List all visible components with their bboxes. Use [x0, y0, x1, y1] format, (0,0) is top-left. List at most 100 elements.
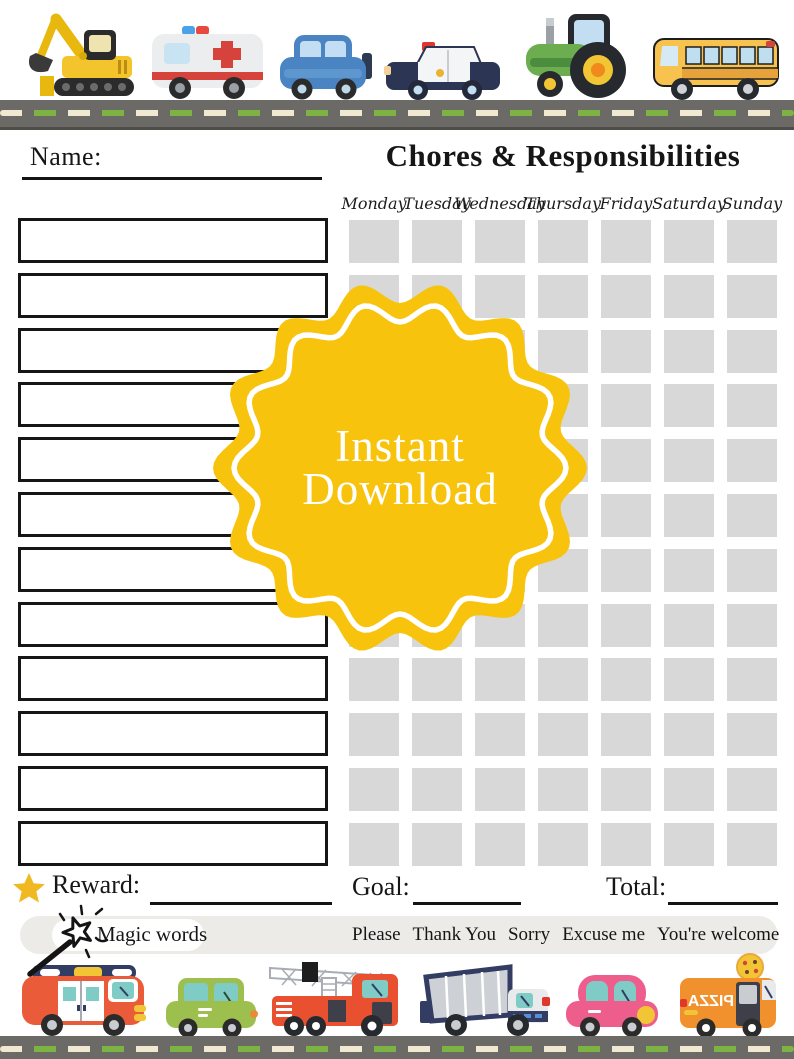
grid-cell[interactable] [412, 822, 462, 866]
grid-cell[interactable] [601, 713, 651, 757]
page-title: Chores & Responsibilities [385, 138, 741, 173]
grid-cell[interactable] [475, 713, 525, 757]
chore-row-box[interactable] [18, 218, 328, 263]
magic-wand-icon [27, 904, 109, 977]
chore-row-box[interactable] [18, 766, 328, 811]
grid-cell[interactable] [664, 439, 714, 483]
grid-cell[interactable] [538, 658, 588, 702]
magic-word: Excuse me [562, 924, 646, 945]
grid-cell[interactable] [412, 220, 462, 263]
badge-line1: Instant [335, 421, 465, 471]
magic-words-list: Please Thank You Sorry Excuse me You're welc… [352, 924, 779, 946]
grid-cell[interactable] [664, 493, 714, 537]
goal-label: Goal: [352, 872, 410, 901]
grid-cell[interactable] [727, 493, 777, 537]
days-header: Monday Tuesday Wednesday Thursday Friday Satu… [341, 194, 782, 213]
grid-cell[interactable] [727, 658, 777, 702]
grid-cell[interactable] [412, 658, 462, 702]
day-label: Friday [599, 194, 653, 213]
grid-cell[interactable] [349, 220, 399, 263]
grid-cell[interactable] [601, 603, 651, 647]
grid-cell[interactable] [601, 548, 651, 592]
grid-cell[interactable] [475, 220, 525, 263]
grid-cell[interactable] [601, 384, 651, 428]
grid-cell[interactable] [601, 274, 651, 318]
grid-cell[interactable] [664, 658, 714, 702]
reward-input-line[interactable] [150, 902, 332, 905]
name-input-line[interactable] [22, 177, 322, 180]
grid-cell[interactable] [538, 603, 588, 647]
grid-cell[interactable] [727, 548, 777, 592]
chore-row-box[interactable] [18, 820, 328, 866]
total-label: Total: [606, 872, 667, 901]
chore-row-box[interactable] [18, 272, 328, 318]
grid-cell[interactable] [538, 822, 588, 866]
grid-cell[interactable] [727, 439, 777, 483]
grid-cell[interactable] [538, 713, 588, 757]
grid-cell[interactable] [349, 822, 399, 866]
total-input-line[interactable] [668, 902, 778, 905]
grid-cell[interactable] [349, 767, 399, 811]
grid-cell[interactable] [601, 658, 651, 702]
fire-truck-icon [269, 962, 398, 1037]
grid-cell[interactable] [664, 384, 714, 428]
grid-cell[interactable] [727, 274, 777, 318]
goal-input-line[interactable] [413, 902, 521, 905]
school-bus-icon [653, 38, 779, 100]
day-label: Tuesday [403, 194, 471, 213]
pizza-truck-icon: PIZZA [680, 953, 776, 1037]
magic-word: Please [352, 924, 401, 945]
chore-row-box[interactable] [18, 656, 328, 702]
day-label: Wednesday [454, 194, 546, 213]
grid-cell[interactable] [727, 220, 777, 263]
grid-cell[interactable] [727, 603, 777, 647]
grid-cell[interactable] [664, 767, 714, 811]
pizza-truck-text: PIZZA [687, 993, 734, 1010]
grid-cell[interactable] [538, 274, 588, 318]
grid-cell[interactable] [475, 274, 525, 318]
magic-word: Sorry [507, 924, 551, 945]
magic-words-label: Magic words [97, 922, 208, 946]
badge-text: Instant Download [195, 263, 605, 673]
grid-cell[interactable] [727, 713, 777, 757]
grid-cell[interactable] [538, 767, 588, 811]
grid-cell[interactable] [664, 822, 714, 866]
grid-cell[interactable] [727, 767, 777, 811]
grid-cell[interactable] [664, 603, 714, 647]
grid-cell[interactable] [727, 822, 777, 866]
grid-cell[interactable] [475, 822, 525, 866]
chore-row-box[interactable] [18, 711, 328, 757]
garbage-truck-icon [420, 964, 550, 1036]
grid-cell[interactable] [601, 767, 651, 811]
grid-cell[interactable] [475, 767, 525, 811]
grid-cell[interactable] [727, 329, 777, 373]
grid-cell[interactable] [601, 329, 651, 373]
grid-cell[interactable] [349, 658, 399, 702]
grid-cell[interactable] [664, 274, 714, 318]
grid-cell[interactable] [664, 713, 714, 757]
grid-cell[interactable] [601, 220, 651, 263]
grid-cell[interactable] [538, 329, 588, 373]
grid-cell[interactable] [664, 329, 714, 373]
road-bottom-dashes [0, 1046, 794, 1052]
badge-outer-shape [213, 285, 587, 651]
day-label: Monday [341, 194, 407, 213]
rescue-van-icon [22, 965, 146, 1036]
grid-cell[interactable] [601, 822, 651, 866]
grid-cell[interactable] [601, 493, 651, 537]
grid-cell[interactable] [349, 713, 399, 757]
ambulance-icon [152, 26, 263, 99]
grid-cell[interactable] [664, 220, 714, 263]
chore-row-box[interactable] [18, 601, 328, 647]
road-bottom [0, 1036, 794, 1059]
grid-cell[interactable] [601, 439, 651, 483]
grid-cell[interactable] [664, 548, 714, 592]
grid-cell[interactable] [475, 658, 525, 702]
grid-cell[interactable] [412, 767, 462, 811]
grid-cell[interactable] [727, 384, 777, 428]
star-icon [13, 873, 45, 903]
badge-line2: Download [302, 464, 498, 514]
police-car-icon [384, 42, 500, 100]
grid-cell[interactable] [538, 220, 588, 263]
grid-cell[interactable] [412, 713, 462, 757]
